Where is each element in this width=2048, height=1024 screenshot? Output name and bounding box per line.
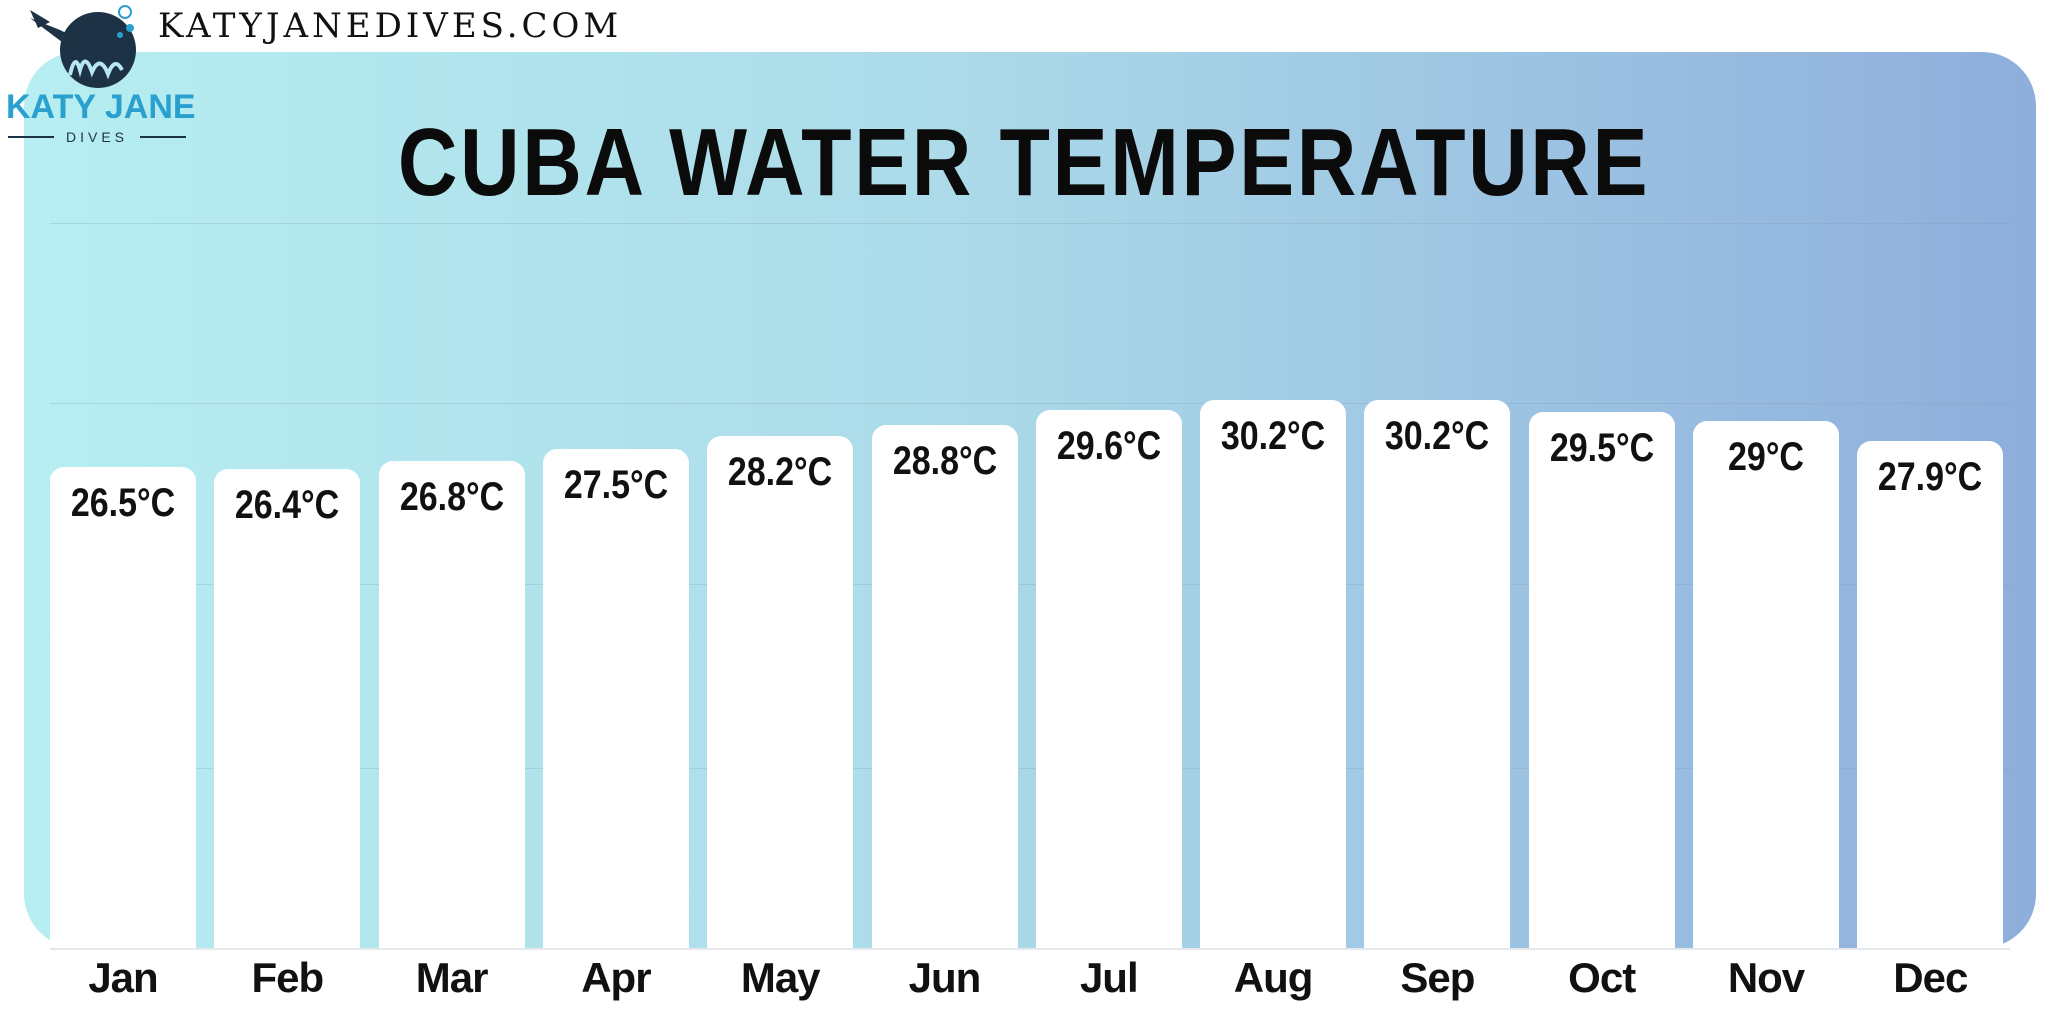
data-label: 28.2°C — [728, 449, 833, 494]
site-url: KATYJANEDIVES.COM — [158, 6, 623, 46]
chart-title: CUBA WATER TEMPERATURE — [397, 109, 1651, 216]
x-tick-label: Jun — [908, 954, 982, 1001]
data-label: 26.8°C — [399, 475, 504, 520]
x-tick-label: Oct — [1568, 954, 1636, 1001]
bar-feb — [214, 468, 361, 948]
x-tick-label: May — [740, 954, 821, 1001]
x-tick-label: Dec — [1893, 954, 1968, 1001]
x-tick-label: Apr — [581, 954, 651, 1001]
gridline — [50, 403, 2010, 404]
data-label: 26.4°C — [235, 482, 340, 527]
x-tick-label: Nov — [1727, 954, 1805, 1001]
x-tick-label: Sep — [1400, 954, 1475, 1001]
bar-jan — [50, 466, 196, 948]
brand-subtitle: DIVES — [8, 130, 186, 144]
bar-nov — [1693, 421, 1839, 948]
data-label: 27.9°C — [1878, 455, 1983, 500]
x-tick-label: Jan — [88, 954, 158, 1001]
x-axis-line — [50, 948, 2010, 950]
bar-sep — [1364, 399, 1511, 948]
data-label: 30.2°C — [1385, 413, 1490, 458]
x-tick-label: Mar — [415, 954, 489, 1001]
gridline — [50, 223, 2010, 224]
bar-may — [707, 435, 854, 948]
brand-name: KATY JANE — [6, 88, 196, 126]
gridline — [50, 768, 2010, 769]
data-label: 29°C — [1728, 435, 1804, 480]
data-label: 27.5°C — [563, 462, 669, 507]
data-label: 28.8°C — [892, 438, 997, 483]
bar-dec — [1857, 441, 2004, 948]
x-tick-label: Jul — [1079, 954, 1139, 1001]
data-label: 29.6°C — [1056, 424, 1161, 469]
bar-oct — [1528, 412, 1675, 948]
data-label: 29.5°C — [1549, 426, 1654, 471]
diver-logo-icon — [30, 5, 136, 88]
data-label: 30.2°C — [1220, 413, 1326, 458]
bar-jul — [1035, 410, 1182, 948]
bar-aug — [1200, 399, 1347, 948]
data-label: 26.5°C — [70, 480, 176, 525]
bar-jun — [871, 424, 1018, 948]
gridline — [50, 584, 2010, 585]
bar-apr — [542, 448, 689, 948]
bar-mar — [378, 461, 525, 948]
x-tick-label: Aug — [1233, 954, 1314, 1001]
x-tick-label: Feb — [251, 954, 324, 1001]
